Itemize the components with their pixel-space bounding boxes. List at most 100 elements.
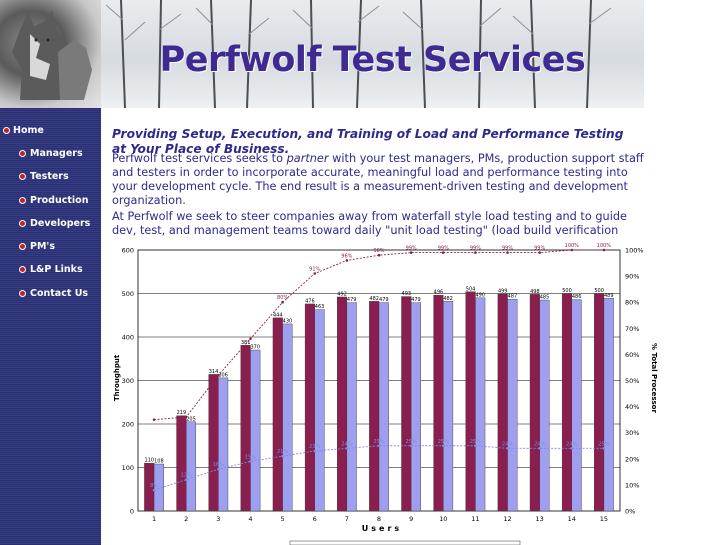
line-data-label: 99% bbox=[534, 246, 545, 252]
bar bbox=[153, 463, 164, 512]
line-data-label: 12% bbox=[181, 473, 192, 479]
line-point bbox=[152, 488, 156, 492]
chart-legend bbox=[289, 540, 521, 545]
line-point bbox=[313, 272, 317, 275]
x-tick-label: 2 bbox=[184, 515, 188, 523]
bar bbox=[208, 374, 219, 512]
line-point bbox=[506, 251, 509, 254]
line-data-label: 96% bbox=[341, 253, 352, 259]
line-point bbox=[506, 447, 509, 450]
x-tick-label: 12 bbox=[503, 515, 511, 523]
line-point bbox=[249, 460, 252, 463]
bar-data-label: 110 bbox=[144, 458, 154, 464]
line-data-label: 25% bbox=[470, 439, 481, 445]
line-point bbox=[538, 251, 541, 254]
line-data-label: 24% bbox=[341, 441, 352, 447]
line-data-label: 25% bbox=[438, 439, 449, 445]
y2-tick-label: 40% bbox=[625, 403, 639, 411]
bar bbox=[401, 296, 412, 512]
x-tick-label: 10 bbox=[439, 515, 447, 523]
bar-data-label: 489 bbox=[604, 293, 614, 299]
line-point bbox=[474, 251, 477, 254]
nav-label: Contact Us bbox=[30, 288, 89, 299]
bar bbox=[185, 421, 197, 512]
bar-data-label: 482 bbox=[443, 296, 453, 302]
x-tick-label: 9 bbox=[409, 515, 413, 523]
x-tick-label: 14 bbox=[568, 515, 576, 523]
bar bbox=[465, 291, 476, 512]
bar bbox=[603, 298, 614, 512]
wolf-logo-image bbox=[0, 0, 101, 108]
bar-data-label: 306 bbox=[218, 372, 228, 378]
x-tick-label: 4 bbox=[248, 515, 252, 523]
bar-data-label: 479 bbox=[411, 297, 421, 303]
bar bbox=[594, 293, 605, 512]
bar-data-label: 205 bbox=[186, 416, 196, 422]
x-tick-label: 13 bbox=[536, 515, 544, 523]
bar bbox=[337, 296, 348, 512]
line-data-label: 98% bbox=[373, 248, 384, 254]
y2-tick-label: 0% bbox=[625, 508, 635, 516]
line-point bbox=[538, 447, 541, 450]
bar bbox=[176, 415, 187, 512]
x-axis-label: Users bbox=[362, 524, 402, 533]
line-data-label: 19% bbox=[245, 454, 256, 460]
bar-data-label: 492 bbox=[337, 291, 347, 297]
x-tick-label: 1 bbox=[152, 515, 156, 523]
line-point bbox=[570, 447, 574, 450]
bullet-icon bbox=[19, 243, 26, 250]
intro-text-emphasis: partner bbox=[286, 152, 329, 165]
bullet-icon bbox=[19, 266, 26, 273]
bar bbox=[369, 301, 380, 512]
line-point bbox=[217, 373, 220, 377]
bar bbox=[410, 302, 421, 512]
y2-tick-label: 90% bbox=[625, 273, 639, 281]
bar bbox=[346, 302, 357, 512]
y2-tick-label: 70% bbox=[625, 325, 639, 333]
x-tick-label: 6 bbox=[313, 515, 317, 523]
line-data-label: 21% bbox=[277, 449, 288, 455]
line-point bbox=[377, 444, 381, 448]
x-tick-label: 11 bbox=[471, 515, 479, 523]
bar bbox=[433, 295, 444, 512]
bar-data-label: 463 bbox=[315, 304, 325, 310]
line-point bbox=[313, 449, 317, 453]
line-point bbox=[249, 337, 252, 341]
y-tick-label: 500 bbox=[122, 290, 134, 298]
series-line bbox=[153, 445, 604, 491]
bar-data-label: 430 bbox=[283, 318, 293, 324]
line-data-label: 8% bbox=[150, 483, 158, 489]
y-tick-label: 300 bbox=[122, 377, 134, 385]
line-data-label: 24% bbox=[502, 441, 513, 447]
bar-data-label: 490 bbox=[475, 292, 485, 298]
bar bbox=[250, 349, 261, 512]
bar-data-label: 444 bbox=[273, 312, 283, 318]
line-point bbox=[570, 248, 574, 252]
y-tick-label: 200 bbox=[122, 421, 134, 429]
intro-text-post: with your test managers, PMs, production… bbox=[112, 152, 644, 207]
bar bbox=[507, 298, 518, 512]
nav-label: Production bbox=[30, 195, 89, 206]
line-point bbox=[281, 300, 284, 304]
bullet-icon bbox=[19, 197, 26, 204]
line-data-label: 99% bbox=[470, 246, 481, 252]
bar-data-label: 499 bbox=[498, 288, 508, 294]
intro-text-pre: Perfwolf test services seeks to bbox=[112, 152, 287, 165]
series-line bbox=[154, 249, 604, 421]
line-point bbox=[217, 467, 220, 471]
line-point bbox=[152, 418, 156, 421]
bullet-icon bbox=[19, 173, 26, 180]
approach-paragraph: At Perfwolf we seek to steer companies a… bbox=[112, 210, 627, 251]
bullet-icon bbox=[19, 290, 26, 297]
x-tick-label: 15 bbox=[600, 515, 608, 523]
line-data-label: 99% bbox=[502, 246, 513, 252]
line-data-label: 16% bbox=[213, 462, 224, 468]
x-tick-label: 3 bbox=[216, 515, 220, 523]
line-data-label: 24% bbox=[566, 441, 577, 447]
bar bbox=[475, 297, 486, 512]
y2-tick-label: 80% bbox=[625, 299, 639, 307]
y2-tick-label: 10% bbox=[625, 481, 639, 489]
line-point bbox=[184, 478, 188, 481]
line-data-label: 100% bbox=[597, 243, 612, 249]
